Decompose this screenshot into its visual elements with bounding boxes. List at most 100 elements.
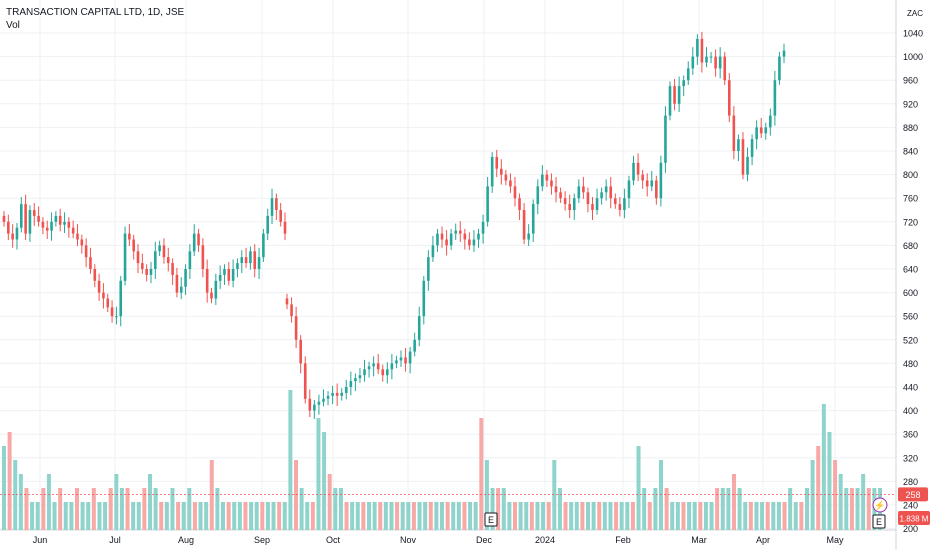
- volume-bar: [552, 460, 557, 530]
- volume-bar: [726, 488, 731, 530]
- dividend-circle: [872, 497, 888, 513]
- event-markers[interactable]: E E ⚡: [484, 497, 888, 529]
- volume-bar: [249, 502, 254, 530]
- volume-bar: [659, 460, 663, 530]
- candle-body: [746, 156, 749, 175]
- candlesticks: [2, 31, 786, 419]
- volume-bar: [406, 502, 411, 530]
- symbol-title[interactable]: TRANSACTION CAPITAL LTD, 1D, JSE: [6, 7, 185, 18]
- volume-bar: [355, 502, 360, 530]
- candle-body: [106, 298, 110, 308]
- candle-body: [750, 139, 754, 157]
- candle-body: [317, 401, 321, 405]
- volume-bar: [743, 502, 748, 530]
- candle-body: [636, 162, 640, 175]
- price-tick-label: 840: [903, 147, 918, 157]
- candle-body: [223, 269, 226, 275]
- candle-body: [141, 263, 144, 269]
- volume-legend[interactable]: Vol: [6, 20, 20, 31]
- time-tick-label: Aug: [178, 535, 194, 545]
- candle-body: [275, 198, 278, 210]
- volume-bar: [490, 488, 495, 530]
- candle-body: [655, 180, 658, 199]
- candle-body: [386, 369, 389, 376]
- candle-body: [249, 251, 252, 264]
- candle-body: [445, 239, 448, 246]
- candle-body: [93, 269, 97, 281]
- candle-body: [472, 239, 476, 246]
- volume-bar: [507, 502, 512, 530]
- price-axis[interactable]: 1040 1000 960 920 880 840 800 760 720 680 640 600 56…: [903, 9, 923, 534]
- volume-bar: [771, 502, 776, 530]
- volume-bar: [260, 502, 265, 530]
- candle-body: [154, 251, 157, 269]
- candle-body: [299, 339, 302, 364]
- volume-bar: [647, 502, 652, 530]
- candle-body: [24, 204, 27, 234]
- volume-bar: [103, 502, 108, 530]
- volume-bar: [389, 502, 394, 530]
- time-tick-label: Apr: [756, 535, 770, 545]
- candle-body: [755, 127, 758, 140]
- candle-body: [149, 269, 153, 275]
- time-tick-label: May: [826, 535, 844, 545]
- earnings-marker[interactable]: E: [872, 514, 886, 529]
- candle-body: [266, 215, 270, 234]
- candle-body: [283, 221, 287, 234]
- volume-bar: [187, 488, 192, 530]
- volume-bar: [799, 502, 804, 530]
- price-tick-label: 400: [903, 406, 918, 416]
- time-tick-label: Jun: [33, 535, 48, 545]
- candle-body: [531, 204, 535, 234]
- volume-bar: [698, 502, 703, 530]
- volume-bar: [675, 502, 680, 530]
- volume-bar: [30, 502, 35, 530]
- candle-body: [773, 80, 777, 116]
- volume-bar: [821, 404, 826, 530]
- candle-body: [145, 269, 148, 275]
- candle-body: [545, 174, 549, 181]
- time-tick-label: Jul: [109, 535, 121, 545]
- price-tick-label: 800: [903, 170, 918, 180]
- price-tick-label: 640: [903, 265, 918, 275]
- price-tick-label: 600: [903, 288, 918, 298]
- candle-body: [184, 269, 187, 287]
- candle-body: [468, 239, 471, 246]
- volume-bar: [204, 502, 209, 530]
- price-tick-label: 960: [903, 76, 918, 86]
- volume-bar: [440, 502, 444, 530]
- candle-body: [115, 316, 118, 318]
- volume-bar: [243, 502, 248, 530]
- candle-body: [37, 215, 40, 222]
- volume-bar: [153, 488, 158, 530]
- candle-body: [582, 186, 585, 193]
- volume-bar: [18, 474, 23, 530]
- candle-body: [404, 357, 407, 364]
- time-axis[interactable]: Jun Jul Aug Sep Oct Nov Dec 2024 Feb Mar Apr May: [33, 535, 844, 545]
- candle-body: [119, 280, 123, 317]
- volume-bar: [86, 502, 91, 530]
- volume-bar: [400, 502, 405, 530]
- candle-body: [431, 245, 435, 258]
- candle-body: [322, 398, 325, 402]
- volume-bar: [855, 488, 860, 530]
- candle-body: [395, 360, 398, 364]
- candle-body: [179, 286, 183, 293]
- candle-body: [58, 215, 62, 225]
- volume-bar: [687, 502, 692, 530]
- dividend-marker[interactable]: ⚡: [872, 497, 888, 513]
- candle-body: [541, 174, 544, 187]
- volume-bar: [715, 488, 720, 530]
- volume-bar: [417, 502, 422, 530]
- volume-bar: [108, 488, 113, 530]
- price-tick-label: 200: [903, 524, 918, 534]
- earnings-marker[interactable]: E: [484, 512, 498, 527]
- candle-body: [262, 233, 265, 258]
- candle-body: [340, 392, 344, 396]
- candle-body: [162, 245, 166, 258]
- volume-bar: [24, 488, 29, 530]
- volume-bar: [524, 502, 529, 530]
- candle-body: [495, 156, 499, 169]
